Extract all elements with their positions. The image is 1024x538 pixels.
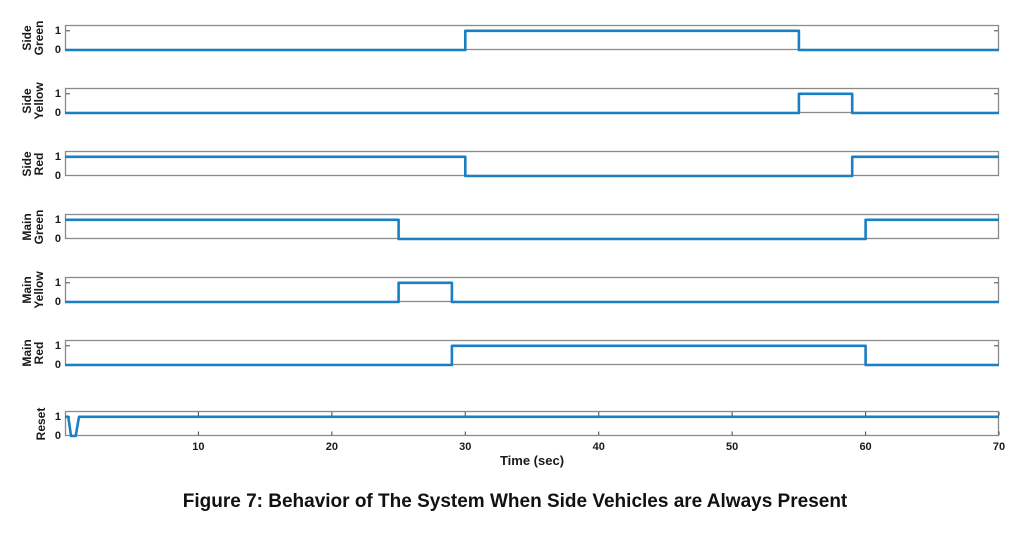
signal-trace-reset — [64, 410, 1000, 438]
y-axis-label-main-green: Main Green — [20, 209, 46, 244]
y-tick-1-side-green: 1 — [54, 24, 61, 37]
x-tick-label-10: 10 — [192, 441, 205, 453]
y-axis-label-side-green: Side Green — [20, 20, 46, 55]
y-tick-0-main-yellow: 0 — [54, 296, 61, 308]
y-tick-1-side-red: 1 — [54, 150, 61, 163]
x-tick-label-70: 70 — [992, 441, 1006, 453]
signal-trace-main-yellow — [64, 276, 1000, 304]
y-axis-label-main-red: Main Red — [20, 338, 46, 367]
y-axis-label-reset: Reset — [34, 407, 48, 440]
y-tick-1-main-yellow: 1 — [54, 276, 61, 289]
signal-trace-main-red — [64, 339, 1000, 367]
signal-trace-main-green — [64, 213, 1000, 241]
y-tick-0-side-yellow: 0 — [54, 107, 61, 119]
y-tick-1-reset: 1 — [54, 410, 61, 423]
subplot-main-green — [64, 213, 1000, 241]
y-tick-1-main-red: 1 — [54, 339, 61, 352]
y-axis-label-side-yellow: Side Yellow — [20, 81, 46, 120]
signal-trace-side-yellow — [64, 87, 1000, 115]
y-axis-label-side-red: Side Red — [20, 150, 46, 177]
y-tick-0-main-red: 0 — [54, 359, 61, 371]
subplot-main-yellow — [64, 276, 1000, 304]
y-tick-1-main-green: 1 — [54, 213, 61, 226]
x-tick-label-30: 30 — [459, 441, 472, 453]
figure-caption: Figure 7: Behavior of The System When Si… — [182, 491, 848, 512]
y-tick-1-side-yellow: 1 — [54, 87, 61, 100]
x-axis-title: Time (sec) — [499, 453, 565, 468]
y-tick-0-reset: 0 — [54, 430, 61, 442]
y-tick-0-side-green: 0 — [54, 44, 61, 56]
y-axis-label-main-yellow: Main Yellow — [20, 270, 46, 309]
x-tick-label-50: 50 — [726, 441, 739, 453]
signal-trace-side-red — [64, 150, 1000, 178]
y-tick-0-main-green: 0 — [54, 233, 61, 245]
x-tick-label-20: 20 — [325, 441, 338, 453]
subplot-side-yellow — [64, 87, 1000, 115]
subplot-side-green — [64, 24, 1000, 52]
subplot-main-red — [64, 339, 1000, 367]
subplot-side-red — [64, 150, 1000, 178]
x-tick-label-60: 60 — [859, 441, 872, 453]
y-tick-0-side-red: 0 — [54, 170, 61, 182]
subplot-reset — [64, 410, 1000, 438]
signal-trace-side-green — [64, 24, 1000, 52]
x-tick-label-40: 40 — [592, 441, 605, 453]
